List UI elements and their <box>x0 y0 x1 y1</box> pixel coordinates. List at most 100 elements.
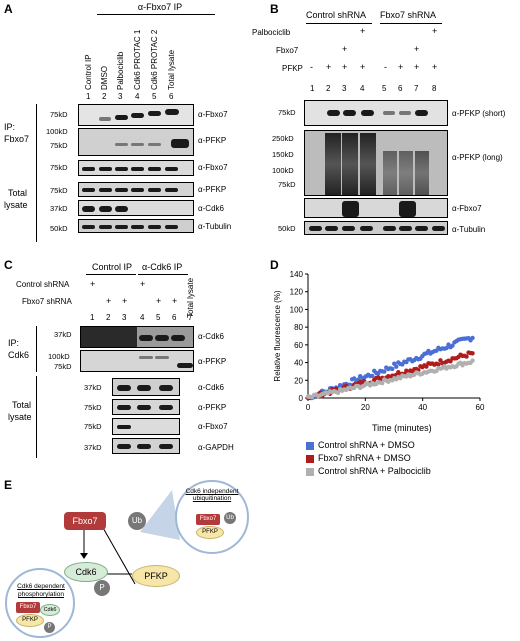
a-marker-5: 75kD <box>50 186 68 195</box>
x-tick-label: 60 <box>476 403 485 412</box>
b-group-1: Control shRNA <box>306 10 367 20</box>
e-pfkp-node: PFKP <box>132 565 180 587</box>
b-num-5: 5 <box>382 84 387 93</box>
fluorescence-chart: 0 20 40 60 80 100 120 140 0 20 40 60 Relative fluore… <box>273 270 485 412</box>
y-tick-label: 20 <box>294 376 303 385</box>
c-blot-tl-gapdh <box>112 438 180 454</box>
c-num-2: 2 <box>106 313 111 322</box>
c-ab-2: α-PFKP <box>198 357 227 366</box>
a-blot-tl-tubulin <box>78 219 194 233</box>
e-mini-cdk6: Cdk6 <box>40 604 60 616</box>
data-point-series-1 <box>394 364 399 369</box>
data-point-series-3 <box>335 390 341 396</box>
a-total-1: Total <box>8 188 28 198</box>
d-legend-swatch-2 <box>306 455 314 463</box>
b-pfkp-sign-2: + <box>326 62 332 72</box>
c-blot-tl-cdk6 <box>112 378 180 396</box>
a-ab-1: α-Fbxo7 <box>198 110 228 119</box>
c-num-4: 4 <box>140 313 145 322</box>
c-marker-5: 75kD <box>84 403 102 412</box>
c-total-1: Total <box>12 400 32 410</box>
b-ab-1: α-PFKP (short) <box>452 109 506 118</box>
y-tick-label: 100 <box>290 305 304 314</box>
b-pfkp-sign-3: + <box>342 62 348 72</box>
b-row-palbo: Palbociclib <box>252 28 291 37</box>
d-legend-swatch-3 <box>306 468 314 476</box>
c-row-fbxo7: Fbxo7 shRNA <box>22 297 72 306</box>
a-num-4: 4 <box>135 92 140 101</box>
b-num-7: 7 <box>414 84 419 93</box>
c-num-3: 3 <box>122 313 127 322</box>
d-legend-swatch-1 <box>306 442 314 450</box>
b-pfkp-sign-4: + <box>360 62 366 72</box>
a-num-6: 6 <box>169 92 174 101</box>
d-legend-label-3: Control shRNA + Palbociclib <box>318 466 431 476</box>
a-blot-tl-fbxo7 <box>78 160 194 176</box>
a-ab-2: α-PFKP <box>198 136 227 145</box>
b-blot-pfkp-short <box>304 100 448 126</box>
c-cdk6-ip: α-Cdk6 IP <box>142 262 183 272</box>
d-legend-label-1: Control shRNA + DMSO <box>318 440 415 450</box>
c-marker-2: 100kD <box>48 352 70 361</box>
a-ab-6: α-Tubulin <box>198 222 232 231</box>
c-total-bracket <box>36 376 37 458</box>
c-num-5: 5 <box>156 313 161 322</box>
a-blot-ip-pfkp <box>78 128 194 156</box>
b-pfkp-sign-5: - <box>384 62 387 72</box>
c-plus-3: + <box>122 296 128 306</box>
c-marker-3: 75kD <box>54 362 72 371</box>
b-fbxo7-sign-3: + <box>342 44 348 54</box>
a-num-3: 3 <box>118 92 123 101</box>
b-marker-2: 250kD <box>272 134 294 143</box>
a-lane-label-5: Cdk6 PROTAC 2 <box>150 29 159 90</box>
b-marker-6: 50kD <box>278 224 296 233</box>
b-blot-fbxo7 <box>304 198 448 218</box>
a-blot-ip-fbxo7 <box>78 104 194 126</box>
a-ip-bracket <box>97 14 215 15</box>
b-group-1-line <box>306 23 372 24</box>
data-point-series-1 <box>444 345 449 351</box>
y-tick-label: 0 <box>299 394 304 403</box>
e-mini-pfkp-2: PFKP <box>16 614 44 627</box>
panel-c-label: C <box>4 258 13 272</box>
b-group-2: Fbxo7 shRNA <box>380 10 437 20</box>
c-num-6: 6 <box>172 313 177 322</box>
a-blot-tl-cdk6 <box>78 200 194 216</box>
b-num-3: 3 <box>342 84 347 93</box>
c-marker-7: 37kD <box>84 443 102 452</box>
data-point-series-1 <box>450 343 455 348</box>
c-marker-6: 75kD <box>84 422 102 431</box>
a-marker-4: 75kD <box>50 163 68 172</box>
data-point-series-1 <box>351 376 357 381</box>
b-marker-5: 75kD <box>278 180 296 189</box>
b-row-fbxo7: Fbxo7 <box>276 46 299 55</box>
y-tick-label: 60 <box>294 341 303 350</box>
b-palbo-sign-4: + <box>360 26 366 36</box>
e-ub-node: Ub <box>128 512 146 530</box>
b-fbxo7-sign-7: + <box>414 44 420 54</box>
c-plus-4: + <box>140 279 146 289</box>
b-num-1: 1 <box>310 84 315 93</box>
b-pfkp-sign-1: - <box>310 62 313 72</box>
y-tick-label: 140 <box>290 270 304 279</box>
b-pfkp-sign-6: + <box>398 62 404 72</box>
c-num-7: 7 <box>188 313 193 322</box>
panel-a-label: A <box>4 2 13 16</box>
data-point-series-3 <box>470 358 475 363</box>
a-num-2: 2 <box>102 92 107 101</box>
a-marker-7: 50kD <box>50 224 68 233</box>
c-marker-4: 37kD <box>84 383 102 392</box>
c-ab-5: α-Fbxo7 <box>198 422 228 431</box>
a-num-1: 1 <box>86 92 91 101</box>
b-ab-2: α-PFKP (long) <box>452 153 503 162</box>
b-num-6: 6 <box>398 84 403 93</box>
c-ip-bracket <box>36 326 37 372</box>
e-mini-pfkp-1: PFKP <box>196 526 224 539</box>
e-bubble2-title-2: phosphorylation <box>18 591 64 598</box>
a-ip-target: Fbxo7 <box>4 134 30 144</box>
d-legend-label-2: Fbxo7 shRNA + DMSO <box>318 453 411 463</box>
b-ab-3: α-Fbxo7 <box>452 204 482 213</box>
e-cdk6-node: Cdk6 <box>64 562 108 582</box>
a-lane-label-4: Cdk6 PROTAC 1 <box>133 29 142 90</box>
a-lane-label-1: Control IP <box>84 54 93 90</box>
